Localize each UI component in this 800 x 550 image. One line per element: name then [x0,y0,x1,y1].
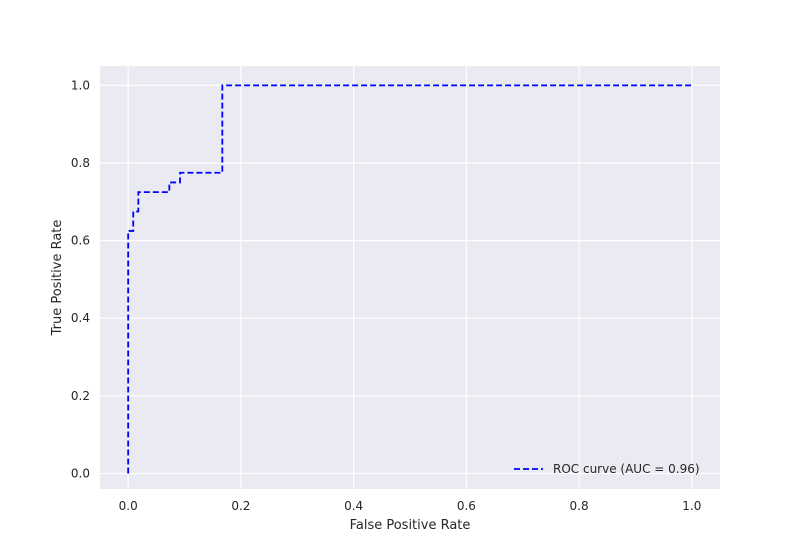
legend: ROC curve (AUC = 0.96) [514,462,700,476]
x-tick-label: 1.0 [682,499,701,513]
y-tick-label: 0.0 [71,466,90,480]
y-tick-labels: 0.0 0.2 0.4 0.6 0.8 1.0 [71,78,90,480]
grid-lines [100,66,720,489]
y-tick-label: 1.0 [71,78,90,92]
x-tick-labels: 0.0 0.2 0.4 0.6 0.8 1.0 [119,499,702,513]
y-tick-label: 0.4 [71,311,90,325]
x-tick-label: 0.4 [344,499,363,513]
x-tick-label: 0.2 [231,499,250,513]
y-tick-label: 0.2 [71,389,90,403]
legend-label: ROC curve (AUC = 0.96) [553,462,700,476]
x-axis-label: False Positive Rate [350,518,471,533]
x-tick-label: 0.8 [570,499,589,513]
y-tick-label: 0.6 [71,234,90,248]
y-tick-label: 0.8 [71,156,90,170]
x-tick-label: 0.0 [119,499,138,513]
plot-area [100,66,720,489]
x-tick-label: 0.6 [457,499,476,513]
roc-curve-line [127,84,692,474]
y-axis-label: True Positive Rate [50,220,65,337]
